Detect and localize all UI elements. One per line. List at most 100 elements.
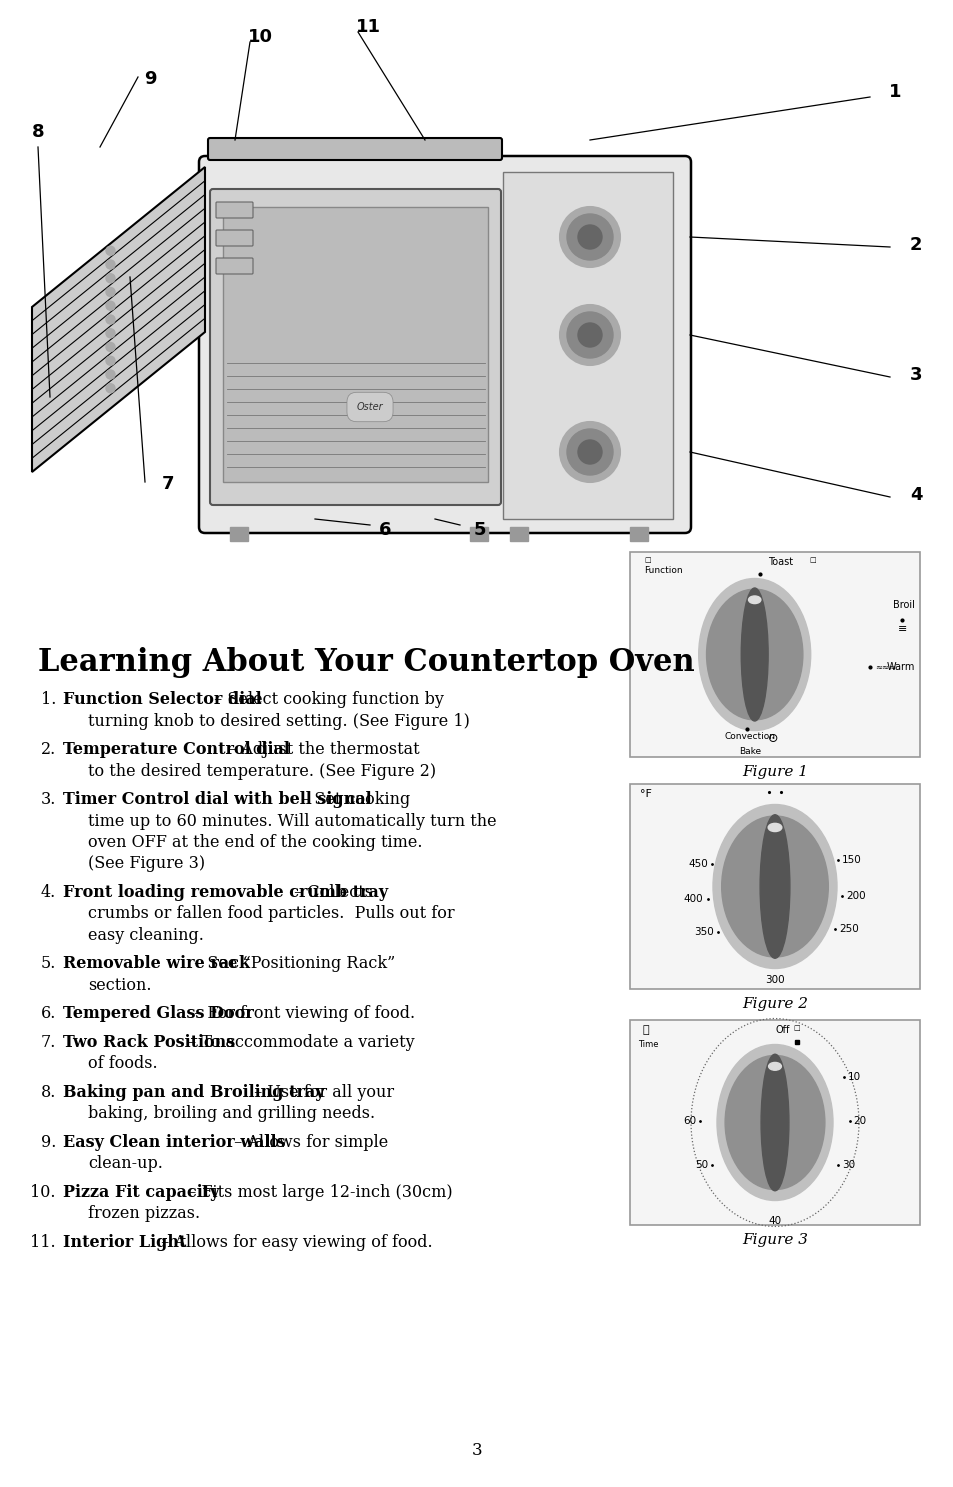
Text: 3.: 3. xyxy=(41,791,56,807)
Text: □: □ xyxy=(643,558,650,564)
Bar xyxy=(629,526,647,541)
Text: ⊙: ⊙ xyxy=(766,732,777,745)
Text: clean-up.: clean-up. xyxy=(88,1155,163,1173)
Circle shape xyxy=(106,302,115,311)
Text: 350: 350 xyxy=(694,926,714,937)
Ellipse shape xyxy=(740,587,767,721)
Ellipse shape xyxy=(767,824,781,831)
Circle shape xyxy=(578,323,601,346)
Text: 2.: 2. xyxy=(41,741,56,758)
Text: 11: 11 xyxy=(355,18,380,36)
Text: Learning About Your Countertop Oven: Learning About Your Countertop Oven xyxy=(38,647,694,678)
Bar xyxy=(470,526,488,541)
Text: 11.: 11. xyxy=(30,1234,56,1251)
Text: (See Figure 3): (See Figure 3) xyxy=(88,855,205,873)
Ellipse shape xyxy=(748,596,760,604)
Text: 5: 5 xyxy=(474,520,486,538)
Text: Easy Clean interior walls: Easy Clean interior walls xyxy=(63,1135,285,1151)
Text: 3: 3 xyxy=(471,1442,482,1459)
Text: 8: 8 xyxy=(31,123,44,141)
Text: 7.: 7. xyxy=(41,1033,56,1051)
Text: Removable wire rack: Removable wire rack xyxy=(63,956,250,972)
Text: 8.: 8. xyxy=(41,1084,56,1100)
FancyBboxPatch shape xyxy=(629,1020,919,1225)
Text: 5.: 5. xyxy=(41,956,56,972)
Text: 10: 10 xyxy=(847,1072,860,1083)
Text: 40: 40 xyxy=(767,1216,781,1227)
Text: Broil: Broil xyxy=(892,601,914,610)
Circle shape xyxy=(106,370,115,379)
Text: 10: 10 xyxy=(247,28,273,46)
Circle shape xyxy=(106,384,115,393)
Text: Interior Light: Interior Light xyxy=(63,1234,186,1251)
Polygon shape xyxy=(32,167,205,471)
Text: 3: 3 xyxy=(909,366,922,384)
Ellipse shape xyxy=(717,1044,832,1200)
Circle shape xyxy=(106,315,115,324)
Ellipse shape xyxy=(760,1054,788,1191)
Text: Time: Time xyxy=(638,1039,658,1048)
Circle shape xyxy=(559,422,619,482)
Circle shape xyxy=(566,214,613,260)
Text: baking, broiling and grilling needs.: baking, broiling and grilling needs. xyxy=(88,1105,375,1123)
Circle shape xyxy=(578,225,601,248)
Circle shape xyxy=(106,274,115,283)
Text: °F: °F xyxy=(639,790,651,799)
Text: turning knob to desired setting. (See Figure 1): turning knob to desired setting. (See Fi… xyxy=(88,712,470,730)
Text: oven OFF at the end of the cooking time.: oven OFF at the end of the cooking time. xyxy=(88,834,422,851)
Text: frozen pizzas.: frozen pizzas. xyxy=(88,1206,200,1222)
FancyBboxPatch shape xyxy=(215,259,253,274)
Text: – Allows for easy viewing of food.: – Allows for easy viewing of food. xyxy=(156,1234,433,1251)
Text: 250: 250 xyxy=(838,923,858,934)
Text: – Allows for simple: – Allows for simple xyxy=(229,1135,388,1151)
Text: 6.: 6. xyxy=(41,1005,56,1023)
Circle shape xyxy=(106,357,115,366)
Bar xyxy=(223,207,488,482)
Text: crumbs or fallen food particles.  Pulls out for: crumbs or fallen food particles. Pulls o… xyxy=(88,906,455,922)
Text: Tempered Glass Door: Tempered Glass Door xyxy=(63,1005,253,1023)
Text: Temperature Control dial: Temperature Control dial xyxy=(63,741,290,758)
Bar xyxy=(230,526,248,541)
Text: 4: 4 xyxy=(909,486,922,504)
Text: – See “Positioning Rack”: – See “Positioning Rack” xyxy=(189,956,395,972)
Text: – Collects: – Collects xyxy=(289,883,373,901)
Text: □: □ xyxy=(793,1025,800,1030)
Text: 1.: 1. xyxy=(41,691,56,708)
Text: Off: Off xyxy=(775,1025,789,1035)
Text: Baking pan and Broiling tray: Baking pan and Broiling tray xyxy=(63,1084,324,1100)
Text: Pizza Fit capacity: Pizza Fit capacity xyxy=(63,1184,219,1201)
FancyBboxPatch shape xyxy=(199,156,690,532)
Text: Figure 1: Figure 1 xyxy=(741,764,807,779)
Circle shape xyxy=(106,287,115,296)
Circle shape xyxy=(559,305,619,364)
Text: – Fits most large 12-inch (30cm): – Fits most large 12-inch (30cm) xyxy=(183,1184,452,1201)
Text: Figure 3: Figure 3 xyxy=(741,1233,807,1248)
Text: 1: 1 xyxy=(888,83,901,101)
Ellipse shape xyxy=(720,816,827,958)
Circle shape xyxy=(106,329,115,338)
FancyBboxPatch shape xyxy=(215,202,253,219)
Text: time up to 60 minutes. Will automatically turn the: time up to 60 minutes. Will automaticall… xyxy=(88,812,497,830)
Text: 30: 30 xyxy=(841,1160,854,1170)
Text: Function: Function xyxy=(643,567,682,575)
Text: 300: 300 xyxy=(764,975,784,984)
Text: 9: 9 xyxy=(144,70,156,88)
Text: Bake: Bake xyxy=(738,746,760,755)
Ellipse shape xyxy=(760,815,789,958)
Text: – Use for all your: – Use for all your xyxy=(249,1084,394,1100)
Text: 2: 2 xyxy=(909,236,922,254)
Bar xyxy=(502,172,672,519)
Text: 10.: 10. xyxy=(30,1184,56,1201)
Text: – Adjust the thermostat: – Adjust the thermostat xyxy=(222,741,418,758)
Ellipse shape xyxy=(712,804,836,968)
FancyBboxPatch shape xyxy=(629,784,919,989)
Text: – Select cooking function by: – Select cooking function by xyxy=(209,691,444,708)
Text: Convection: Convection xyxy=(723,732,775,741)
Text: 7: 7 xyxy=(162,474,174,494)
Text: Timer Control dial with bell signal: Timer Control dial with bell signal xyxy=(63,791,372,807)
Text: Two Rack Positions: Two Rack Positions xyxy=(63,1033,235,1051)
Ellipse shape xyxy=(724,1056,824,1190)
Circle shape xyxy=(559,207,619,268)
FancyBboxPatch shape xyxy=(208,138,501,161)
Text: Toast: Toast xyxy=(767,558,793,567)
